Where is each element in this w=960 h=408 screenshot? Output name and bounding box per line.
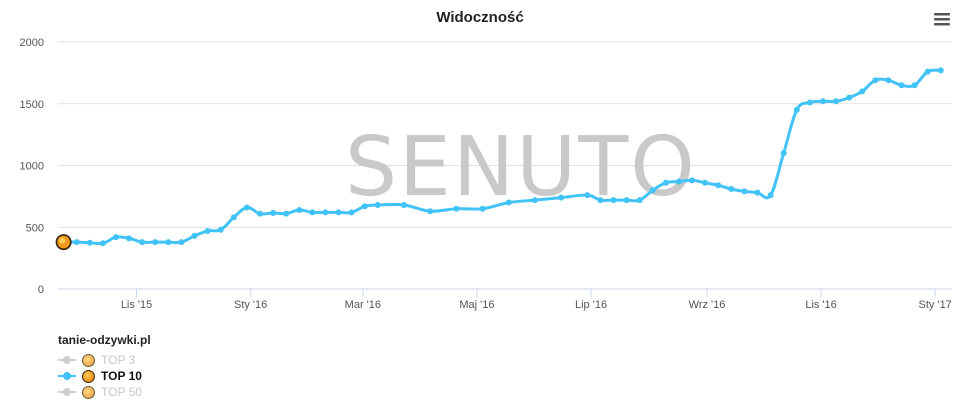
watermark-text: SENUTO [345,120,697,215]
data-point [479,205,486,212]
data-point [112,234,119,241]
legend-marker [58,385,82,399]
y-tick-label: 1500 [20,99,44,111]
data-point [872,77,879,84]
data-point [833,98,840,105]
orange-badge-icon [82,353,95,367]
legend: TOP 3 TOP 10 TOP 50 [58,352,142,400]
data-point [793,106,800,113]
data-point [335,209,342,216]
data-point [806,99,813,106]
legend-label: TOP 50 [101,385,142,399]
data-point [741,188,748,195]
orange-badge-icon [82,369,95,383]
data-point [505,199,512,206]
data-point [937,67,944,74]
data-point [558,194,565,201]
data-point [126,235,133,242]
x-tick-label: Wrz '16 [689,299,726,311]
data-point [453,205,460,212]
data-point [754,189,761,196]
x-tick-label: Sty '17 [919,299,952,311]
data-point [597,197,604,204]
data-point [702,179,709,186]
x-axis-ticks: Lis '15 Sty '16 Mar '16 Maj '16 Lip '16 Wrz '… [121,289,952,311]
x-tick-label: Lip '16 [575,299,607,311]
data-point [728,185,735,192]
data-point-badge-highlight [59,237,66,244]
data-point [230,214,237,221]
data-point [296,206,303,213]
data-point [165,239,172,246]
legend-item-top3[interactable]: TOP 3 [58,352,142,368]
data-point [859,88,866,95]
data-point [924,68,931,75]
data-point [584,192,591,199]
data-point [885,77,892,84]
data-point [309,209,316,216]
data-point [898,82,905,89]
data-point [270,210,277,217]
y-tick-label: 0 [38,284,44,296]
data-point [427,208,434,215]
y-axis-ticks: 0 500 1000 1500 2000 [20,37,44,296]
data-point [911,82,918,89]
x-tick-label: Lis '16 [805,299,836,311]
legend-title: tanie-odzywki.pl [58,333,151,347]
data-point [636,197,643,204]
data-point [361,203,368,210]
data-point [217,226,224,233]
data-point [649,187,656,194]
data-point [374,202,381,209]
data-point [348,209,355,216]
data-point [715,182,722,189]
data-point [623,197,630,204]
data-point [675,178,682,185]
data-point [86,239,93,246]
legend-label: TOP 10 [101,369,142,383]
data-point [819,98,826,105]
data-point [243,204,250,211]
legend-marker [58,353,82,367]
data-point [191,232,198,239]
x-tick-label: Mar '16 [345,299,381,311]
data-point [178,239,185,246]
x-tick-label: Maj '16 [459,299,494,311]
data-point [531,197,538,204]
data-point [401,202,408,209]
data-point [322,209,329,216]
legend-item-top50[interactable]: TOP 50 [58,384,142,400]
series-layer [55,67,944,251]
senuto-watermark: SENUTO [345,120,697,215]
data-point [256,210,263,217]
data-point [846,94,853,101]
legend-marker [58,369,82,383]
data-point [99,240,106,247]
data-point [767,192,774,199]
data-point [283,210,290,217]
y-tick-label: 2000 [20,37,44,49]
data-point [139,239,146,246]
data-point [689,177,696,184]
data-point [152,239,159,246]
data-point [662,179,669,186]
y-tick-label: 1000 [20,161,44,173]
data-point [780,150,787,157]
data-point [204,227,211,234]
chart-title: Widoczność [436,9,523,26]
y-tick-label: 500 [26,222,44,234]
legend-label: TOP 3 [101,353,136,367]
legend-item-top10[interactable]: TOP 10 [58,368,142,384]
x-tick-label: Sty '16 [234,299,267,311]
data-point [610,197,617,204]
orange-badge-icon [82,385,95,399]
data-point [73,239,80,246]
menu-icon[interactable] [934,13,950,26]
x-tick-label: Lis '15 [121,299,152,311]
